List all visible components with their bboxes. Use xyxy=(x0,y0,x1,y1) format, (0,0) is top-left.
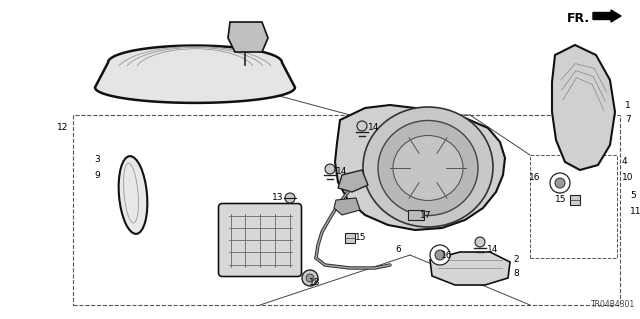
Text: 6: 6 xyxy=(395,246,401,255)
FancyBboxPatch shape xyxy=(218,204,301,277)
Circle shape xyxy=(285,193,295,203)
Bar xyxy=(570,195,580,205)
Polygon shape xyxy=(334,198,360,215)
Text: 8: 8 xyxy=(513,269,519,278)
Text: FR.: FR. xyxy=(567,12,590,25)
Polygon shape xyxy=(430,252,510,285)
Circle shape xyxy=(435,250,445,260)
Text: 9: 9 xyxy=(94,170,100,180)
Text: 3: 3 xyxy=(94,155,100,165)
Text: 15: 15 xyxy=(355,234,367,242)
Text: 14: 14 xyxy=(368,123,380,132)
Bar xyxy=(345,233,355,243)
Text: 14: 14 xyxy=(487,246,499,255)
Bar xyxy=(73,115,620,305)
Polygon shape xyxy=(408,210,424,220)
Ellipse shape xyxy=(393,136,463,201)
Text: 15: 15 xyxy=(555,196,566,204)
Text: 16: 16 xyxy=(441,250,452,259)
Polygon shape xyxy=(338,170,368,192)
Circle shape xyxy=(302,270,318,286)
Text: 2: 2 xyxy=(513,256,518,264)
Text: 4: 4 xyxy=(622,158,628,167)
Text: TR04B4301: TR04B4301 xyxy=(591,300,635,309)
Text: 14: 14 xyxy=(336,167,348,176)
Circle shape xyxy=(306,274,314,282)
Circle shape xyxy=(357,121,367,131)
Text: 13: 13 xyxy=(272,194,284,203)
Polygon shape xyxy=(95,46,295,103)
Text: 1: 1 xyxy=(625,100,631,109)
Circle shape xyxy=(430,245,450,265)
Circle shape xyxy=(555,178,565,188)
Ellipse shape xyxy=(378,121,478,216)
Text: 16: 16 xyxy=(529,174,541,182)
Circle shape xyxy=(475,237,485,247)
Circle shape xyxy=(325,164,335,174)
Text: 5: 5 xyxy=(630,191,636,201)
Text: 18: 18 xyxy=(309,278,321,287)
Polygon shape xyxy=(228,22,268,52)
Text: 12: 12 xyxy=(56,123,68,132)
Ellipse shape xyxy=(363,107,493,227)
Ellipse shape xyxy=(118,156,147,234)
Polygon shape xyxy=(552,45,615,170)
Text: 11: 11 xyxy=(630,206,640,216)
Circle shape xyxy=(550,173,570,193)
FancyArrow shape xyxy=(593,10,621,22)
Bar xyxy=(530,155,617,258)
Text: 10: 10 xyxy=(622,173,634,182)
Polygon shape xyxy=(335,105,505,230)
Text: 17: 17 xyxy=(420,211,431,219)
Text: 7: 7 xyxy=(625,115,631,124)
